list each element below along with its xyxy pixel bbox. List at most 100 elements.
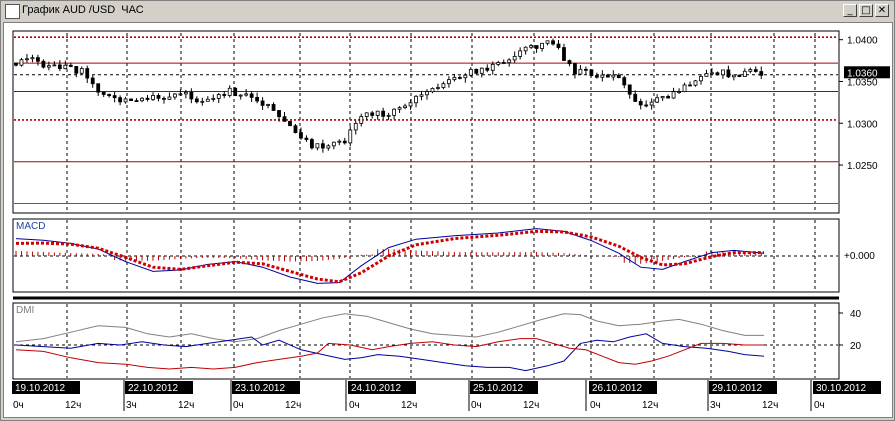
candle-body (759, 71, 764, 76)
candle-body (567, 60, 572, 65)
candle-body (474, 68, 479, 74)
price-tick-label: 1.0250 (847, 161, 878, 172)
candle-body (753, 69, 758, 72)
candle-body (200, 100, 205, 103)
candle-body (145, 97, 150, 100)
candle-body (79, 68, 84, 74)
candle-body (660, 96, 665, 99)
candle-body (677, 91, 681, 93)
candle-body (271, 104, 276, 111)
macd-signal-line (15, 229, 764, 284)
price-tick-label: 1.0400 (847, 36, 878, 47)
candle-body (266, 104, 270, 106)
candle-body (364, 112, 369, 117)
candle-body (622, 77, 627, 86)
candle-body (436, 87, 440, 89)
candle-body (699, 75, 703, 82)
candle-body (540, 42, 544, 49)
date-label: 25.10.2012 (473, 383, 523, 394)
candle-body (430, 88, 435, 93)
candle-body (704, 73, 709, 77)
candle-body (167, 96, 172, 100)
candle-body (452, 77, 457, 81)
candle-body (25, 58, 29, 61)
candle-body (326, 145, 331, 149)
hour-label: 0ч (233, 400, 244, 411)
candle-body (107, 94, 112, 97)
date-label-box (813, 381, 881, 394)
title-bar[interactable]: График AUD /USD ЧАС _ □ ✕ (2, 2, 893, 19)
candle-body (463, 74, 468, 79)
candle-body (85, 68, 90, 79)
candle-body (353, 122, 358, 131)
candle-body (573, 63, 577, 75)
macd-lines (15, 228, 765, 284)
date-label: 30.10.2012 (816, 383, 866, 394)
candle-body (30, 57, 35, 60)
hour-label: 12ч (285, 400, 301, 411)
candle-body (293, 125, 298, 133)
candle-body (52, 64, 57, 67)
macd-line (15, 228, 765, 284)
candle-body (726, 69, 731, 78)
date-label-box (12, 381, 80, 394)
hour-label: 3ч (710, 400, 721, 411)
candle-body (523, 46, 528, 52)
candle-body (304, 137, 309, 140)
candle-body (101, 91, 106, 95)
hour-label: 0ч (590, 400, 601, 411)
candle-body (479, 67, 484, 74)
hour-label: 12ч (178, 400, 194, 411)
candle-body (348, 129, 353, 144)
candle-body (605, 74, 610, 78)
candle-body (238, 94, 243, 97)
candle-body (485, 67, 490, 71)
date-label: 23.10.2012 (235, 383, 285, 394)
candle-body (260, 100, 265, 106)
dmi-tick-label: 20 (850, 341, 862, 352)
candle-body (57, 64, 62, 70)
candle-body (381, 110, 386, 117)
hour-label: 0ч (471, 400, 482, 411)
candle-body (468, 68, 473, 76)
candle-body (173, 93, 177, 98)
minimize-button[interactable]: _ (843, 4, 857, 17)
chart-canvas[interactable]: 1.0400 1.0350 1.0300 1.0250 1.0360 MACD +0.0… (4, 23, 892, 417)
candle-body (644, 104, 649, 107)
macd-title: MACD (16, 221, 45, 232)
price-tick-label: 1.0350 (847, 77, 878, 88)
candle-body (46, 65, 51, 68)
candle-body (507, 59, 512, 64)
candle-body (562, 47, 566, 61)
candle-body (222, 94, 227, 96)
candle-body (578, 68, 583, 75)
candle-body (68, 64, 73, 67)
maximize-button[interactable]: □ (859, 4, 873, 17)
candle-body (370, 112, 375, 116)
candle-body (277, 110, 281, 118)
candle-body (600, 74, 605, 78)
candle-body (748, 69, 753, 72)
window-title: График AUD /USD ЧАС (22, 4, 144, 16)
candle-body (299, 132, 303, 139)
macd-panel (12, 218, 840, 293)
candle-body (512, 55, 517, 61)
candle-body (457, 77, 462, 79)
candle-body (112, 95, 117, 99)
hour-label: 12ч (65, 400, 81, 411)
price-tick-label: 1.0300 (847, 119, 878, 130)
hour-label: 0ч (814, 400, 825, 411)
candle-body (227, 87, 232, 96)
dmi-line-di (15, 338, 764, 370)
candle-body (123, 98, 128, 103)
candle-body (693, 80, 698, 86)
candle-body (490, 63, 495, 71)
candle-body (688, 84, 692, 87)
candle-body (19, 59, 24, 66)
candle-body (721, 69, 725, 76)
candle-body (129, 98, 133, 101)
chart-area[interactable]: 1.0400 1.0350 1.0300 1.0250 1.0360 MACD +0.0… (3, 22, 893, 418)
price-panel (12, 30, 840, 214)
close-button[interactable]: ✕ (875, 4, 889, 17)
